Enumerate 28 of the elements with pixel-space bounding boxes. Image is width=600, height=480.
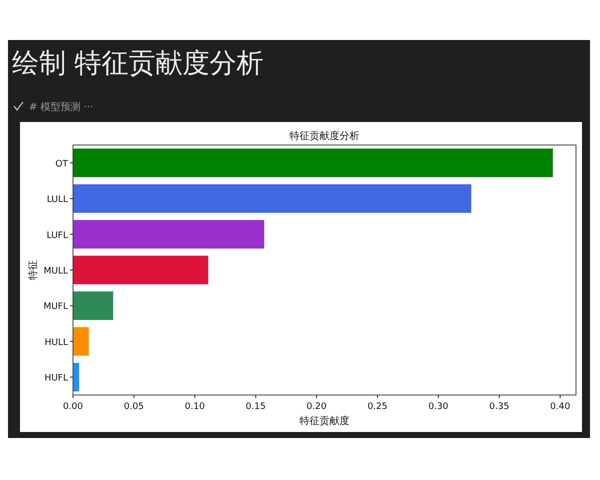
y-tick-label: LUFL xyxy=(46,230,68,241)
bar xyxy=(73,256,208,284)
y-axis-title: 特征 xyxy=(27,260,39,280)
x-tick-label: 0.30 xyxy=(428,402,449,412)
x-tick-label: 0.05 xyxy=(124,402,144,412)
bar xyxy=(73,291,114,320)
bar xyxy=(73,184,472,213)
text: # 模型预测 ··· xyxy=(29,101,94,113)
bar xyxy=(73,148,553,178)
y-tick-label: HUFL xyxy=(44,374,68,384)
chart-title: 特征贡献度分析 xyxy=(290,130,360,142)
bar xyxy=(73,327,89,356)
text: 绘制 特征贡献度分析 xyxy=(12,48,264,79)
y-tick-label: OT xyxy=(55,159,68,170)
y-tick-label: HULL xyxy=(44,338,68,348)
x-tick-label: 0.20 xyxy=(306,402,327,412)
y-tick-label: MUFL xyxy=(43,302,68,312)
y-tick-label: MULL xyxy=(44,266,68,276)
x-tick-label: 0.10 xyxy=(184,402,206,412)
y-tick-label: LULL xyxy=(46,195,68,206)
x-tick-label: 0.40 xyxy=(550,402,570,412)
x-tick-label: 0.25 xyxy=(367,402,388,412)
x-tick-label: 0.15 xyxy=(246,402,266,412)
bar xyxy=(73,220,264,249)
x-tick-label: 0.00 xyxy=(62,402,84,412)
x-axis-title: 特征贡献度 xyxy=(300,415,350,427)
x-tick-label: 0.35 xyxy=(489,402,510,412)
bar xyxy=(73,362,80,392)
